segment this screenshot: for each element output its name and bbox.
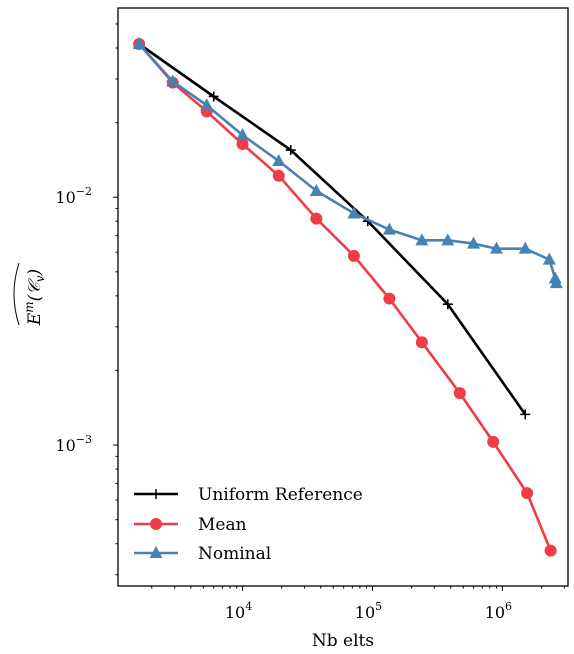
data-point	[544, 544, 557, 557]
y-axis-label: Em(𝒞v)	[13, 262, 47, 326]
y-label-hat	[13, 262, 20, 326]
data-point	[208, 91, 219, 102]
data-point	[347, 206, 361, 219]
data-point	[415, 233, 429, 246]
y-label-e: E	[25, 312, 45, 326]
data-point	[441, 233, 455, 246]
data-point	[518, 241, 532, 254]
data-point	[236, 128, 250, 141]
data-point	[467, 236, 481, 249]
x-tick-label: 104	[225, 600, 252, 622]
plot-area	[117, 7, 569, 587]
y-tick-label: 10−2	[55, 185, 92, 207]
legend-entry-uniform: Uniform Reference	[134, 485, 363, 505]
data-point	[347, 249, 360, 262]
data-point	[200, 98, 214, 111]
data-point	[520, 409, 531, 420]
data-point	[453, 387, 466, 400]
series-layer	[132, 37, 563, 557]
legend: Uniform Reference Mean Nominal	[134, 485, 363, 564]
data-point	[285, 145, 296, 156]
series-line	[138, 43, 552, 552]
plot-frame	[117, 7, 569, 587]
legend-entry-mean: Mean	[134, 515, 247, 535]
data-point	[272, 153, 286, 166]
x-tick-label: 105	[355, 600, 382, 622]
x-tick-label: 106	[485, 600, 512, 622]
data-point	[542, 252, 556, 265]
data-point	[489, 241, 503, 254]
data-point	[549, 276, 563, 289]
data-point	[310, 212, 323, 225]
data-point	[383, 292, 396, 305]
data-point	[236, 137, 249, 150]
legend-label-nominal: Nominal	[198, 544, 271, 564]
svg-text:Em(𝒞v): Em(𝒞v)	[22, 269, 47, 326]
data-point	[309, 183, 323, 196]
data-point	[132, 37, 146, 50]
data-point	[166, 74, 180, 87]
y-tick-label: 10−3	[55, 433, 92, 455]
legend-marker-triangle	[149, 546, 163, 558]
data-point	[521, 487, 534, 500]
series-line	[138, 42, 527, 416]
legend-label-uniform: Uniform Reference	[198, 485, 363, 505]
axis-ticks: 104 105 106 10−2 10−3	[55, 23, 565, 622]
y-label-sup: m	[22, 301, 36, 312]
legend-label-mean: Mean	[198, 515, 247, 535]
series-line	[138, 43, 558, 284]
data-point	[487, 435, 500, 448]
data-point	[442, 299, 453, 310]
x-axis-label: Nb elts	[312, 631, 374, 651]
data-point	[415, 336, 428, 349]
series-nominal	[132, 37, 563, 289]
legend-entry-nominal: Nominal	[134, 544, 271, 564]
data-point	[272, 169, 285, 182]
legend-marker-plus	[151, 489, 161, 499]
legend-marker-circle	[150, 518, 162, 530]
data-point	[382, 222, 396, 235]
series-mean	[133, 38, 557, 557]
